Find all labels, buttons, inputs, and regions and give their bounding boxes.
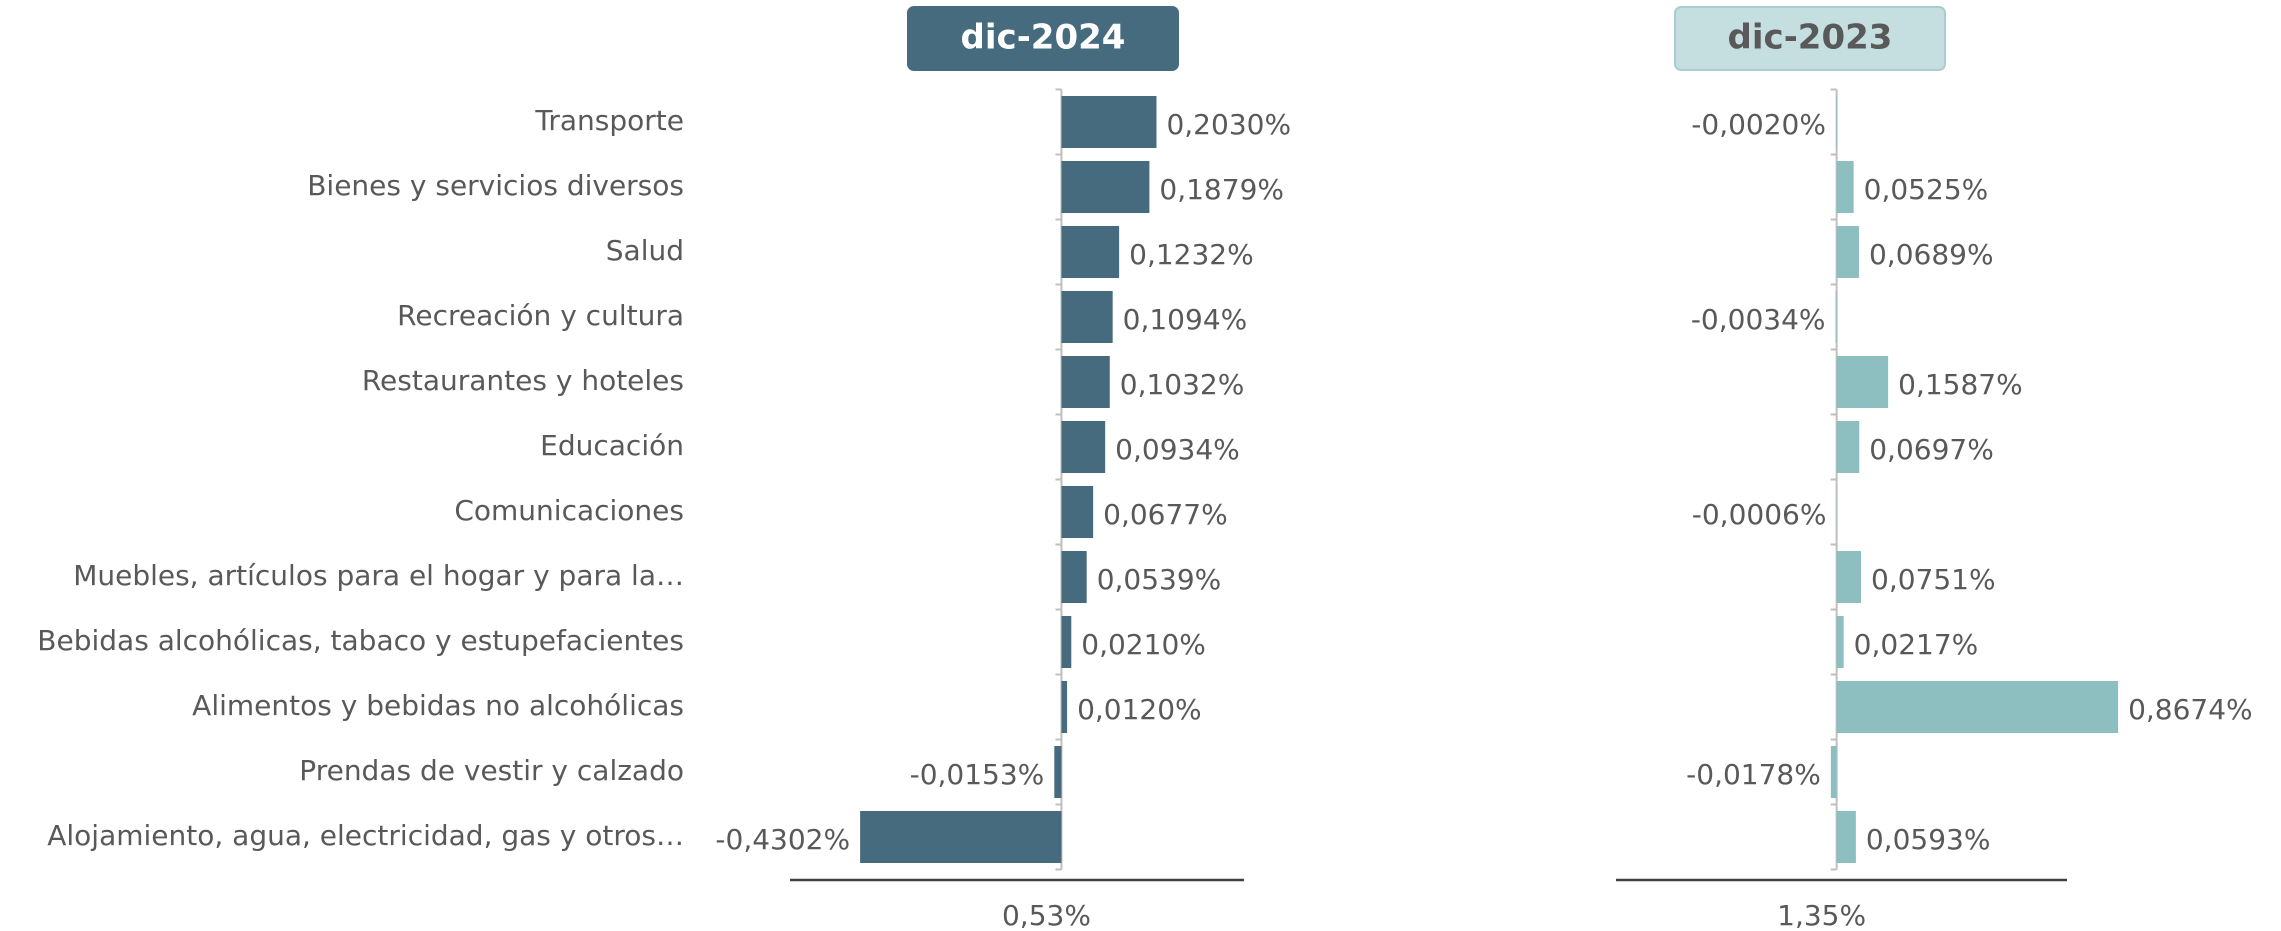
bar (1836, 616, 1844, 668)
panel-title: dic-2024 (961, 18, 1126, 58)
category-label: Prendas de vestir y calzado (299, 754, 684, 787)
total-label: 1,35% (1777, 899, 1866, 931)
value-label: 0,0120% (1077, 693, 1202, 726)
value-label: 0,2030% (1166, 108, 1291, 141)
value-label: 0,1094% (1123, 303, 1248, 336)
value-label: 0,1032% (1120, 368, 1245, 401)
category-label: Alimentos y bebidas no alcohólicas (192, 689, 684, 722)
value-label: 0,0689% (1869, 238, 1994, 271)
value-label: 0,0217% (1854, 628, 1979, 661)
value-label: 0,0697% (1869, 433, 1994, 466)
value-label: 0,1879% (1159, 173, 1284, 206)
value-label: -0,4302% (715, 823, 850, 856)
category-label: Alojamiento, agua, electricidad, gas y o… (47, 819, 684, 852)
bar (1836, 811, 1856, 863)
bar (1836, 356, 1889, 408)
bar (1061, 161, 1150, 213)
panel-header (907, 6, 1179, 71)
value-label: -0,0153% (910, 758, 1045, 791)
value-label: -0,0178% (1686, 758, 1821, 791)
bar (1836, 226, 1859, 278)
bar (1830, 746, 1837, 798)
category-label: Bebidas alcohólicas, tabaco y estupefaci… (37, 624, 684, 657)
bar (1836, 421, 1860, 473)
bar (1061, 486, 1094, 538)
value-label: 0,0593% (1866, 823, 1991, 856)
bar (1061, 291, 1113, 343)
value-label: 0,0210% (1081, 628, 1206, 661)
value-label: 0,0751% (1871, 563, 1996, 596)
category-label: Salud (606, 234, 684, 267)
bar (1835, 291, 1837, 343)
bar (1061, 356, 1110, 408)
bar (1054, 746, 1062, 798)
bar (1836, 551, 1861, 603)
value-label: 0,8674% (2128, 693, 2253, 726)
category-label: Bienes y servicios diversos (307, 169, 684, 202)
bar (1061, 616, 1072, 668)
category-label: Muebles, artículos para el hogar y para … (73, 559, 684, 592)
bar (1836, 681, 2119, 733)
bar (860, 811, 1062, 863)
value-label: -0,0006% (1692, 498, 1827, 531)
value-label: 0,1587% (1898, 368, 2023, 401)
value-label: -0,0034% (1691, 303, 1826, 336)
panel-title: dic-2023 (1728, 18, 1893, 58)
value-label: 0,0539% (1097, 563, 1222, 596)
bar (1061, 681, 1068, 733)
value-label: 0,1232% (1129, 238, 1254, 271)
value-label: -0,0020% (1691, 108, 1826, 141)
value-label: 0,0677% (1103, 498, 1228, 531)
bar (1836, 161, 1854, 213)
category-label: Recreación y cultura (397, 299, 684, 332)
category-label: Transporte (534, 104, 684, 137)
value-label: 0,0934% (1115, 433, 1240, 466)
category-label: Comunicaciones (454, 494, 684, 527)
category-label: Restaurantes y hoteles (362, 364, 684, 397)
bar (1835, 96, 1837, 148)
category-label: Educación (540, 429, 684, 462)
bar (1061, 421, 1106, 473)
panel-header (1674, 6, 1946, 71)
bar (1061, 96, 1157, 148)
total-label: 0,53% (1002, 899, 1091, 931)
value-label: 0,0525% (1864, 173, 1989, 206)
bar (1061, 551, 1087, 603)
bar (1061, 226, 1120, 278)
